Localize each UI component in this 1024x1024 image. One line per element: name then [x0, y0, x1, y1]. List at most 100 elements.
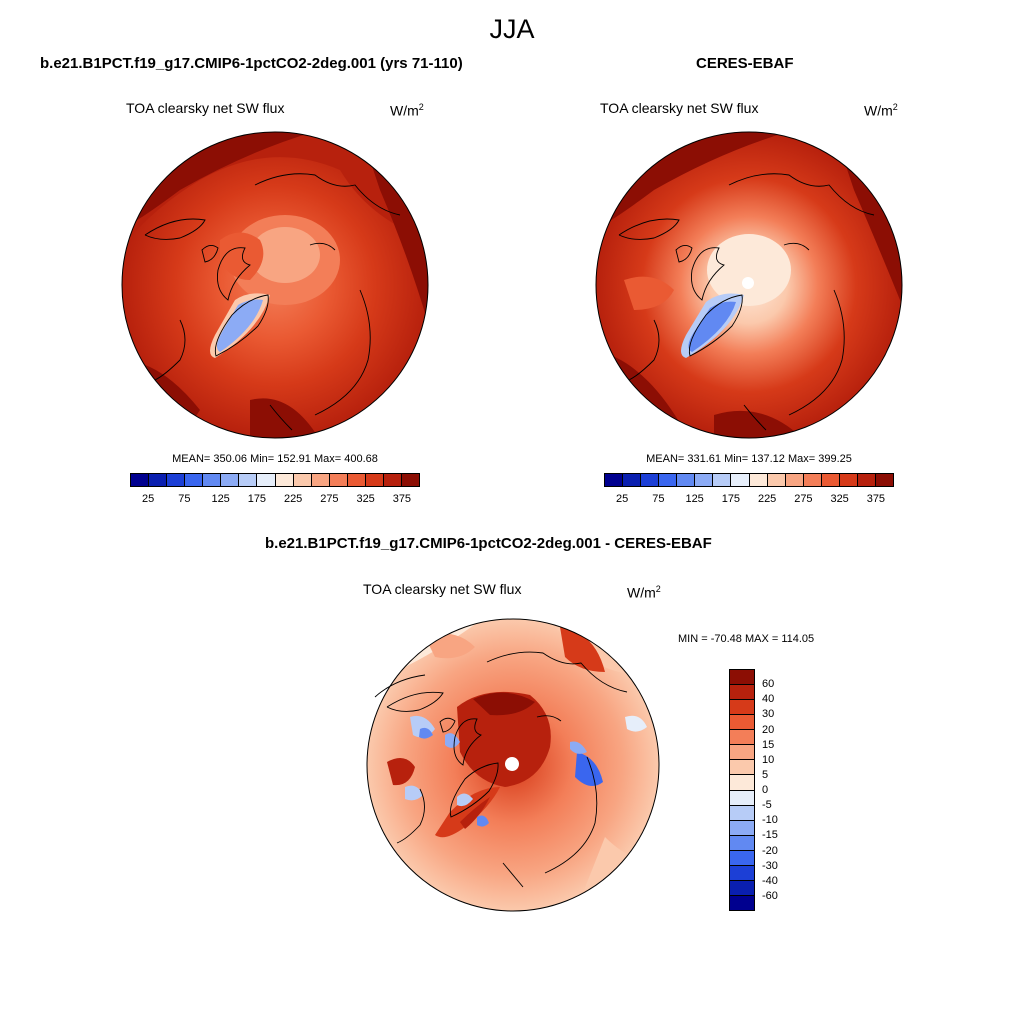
- colorbar-swatch: [257, 474, 276, 486]
- diff-polar-map: [366, 618, 660, 912]
- model-colorbar: [130, 473, 420, 487]
- colorbar-tick-label: -5: [762, 799, 772, 812]
- colorbar-swatch: [131, 474, 150, 486]
- colorbar-tick-label: 25: [142, 493, 155, 505]
- colorbar-tick-label: 30: [762, 708, 775, 721]
- colorbar-tick-label: -20: [762, 844, 778, 857]
- colorbar-swatch: [383, 474, 402, 486]
- colorbar-tick-label: 0: [762, 784, 769, 796]
- model-polar-map: [121, 131, 429, 439]
- colorbar-swatch: [275, 474, 294, 486]
- colorbar-swatch: [401, 474, 419, 486]
- model-panel-stats: MEAN= 350.06 Min= 152.91 Max= 400.68: [172, 453, 378, 465]
- colorbar-tick-label: 125: [211, 493, 230, 505]
- colorbar-tick-label: 60: [762, 678, 775, 691]
- colorbar-swatch: [347, 474, 366, 486]
- colorbar-tick-label: 75: [178, 493, 191, 505]
- colorbar-swatch: [730, 880, 754, 896]
- colorbar-tick-label: -30: [762, 859, 778, 872]
- colorbar-swatch: [730, 730, 754, 746]
- colorbar-swatch: [749, 474, 768, 486]
- obs-panel-stats: MEAN= 331.61 Min= 137.12 Max= 399.25: [646, 453, 852, 465]
- colorbar-swatch: [731, 474, 750, 486]
- model-colorbar-labels: 25 75 125 175 225 275 325 375: [130, 493, 420, 507]
- colorbar-swatch: [839, 474, 858, 486]
- colorbar-swatch: [329, 474, 348, 486]
- colorbar-swatch: [767, 474, 786, 486]
- obs-panel-title: CERES-EBAF: [696, 55, 794, 72]
- colorbar-tick-label: 375: [392, 493, 412, 505]
- colorbar-tick-label: 325: [830, 493, 849, 505]
- obs-colorbar: [604, 473, 894, 487]
- colorbar-swatch: [623, 474, 642, 486]
- obs-polar-map: [595, 131, 903, 439]
- colorbar-swatch: [239, 474, 258, 486]
- colorbar-swatch: [730, 715, 754, 731]
- colorbar-swatch: [730, 805, 754, 821]
- colorbar-swatch: [730, 850, 754, 866]
- colorbar-swatch: [821, 474, 840, 486]
- colorbar-tick-label: 20: [762, 723, 775, 736]
- season-title: JJA: [489, 14, 535, 44]
- colorbar-swatch: [730, 865, 754, 881]
- colorbar-tick-label: -10: [762, 814, 778, 827]
- colorbar-tick-label: -60: [762, 889, 778, 902]
- diff-panel-units: W/m2: [627, 584, 661, 601]
- colorbar-swatch: [659, 474, 678, 486]
- diff-colorbar-labels: 60 40 30 20 15 10 5 0 -5 -10 -15 -20 -30 -40 -60: [762, 669, 802, 911]
- colorbar-tick-label: 175: [247, 493, 267, 505]
- colorbar-swatch: [311, 474, 330, 486]
- colorbar-tick-label: -40: [762, 874, 778, 887]
- colorbar-swatch: [203, 474, 222, 486]
- colorbar-swatch: [730, 790, 754, 806]
- colorbar-swatch: [185, 474, 204, 486]
- colorbar-tick-label: 125: [685, 493, 704, 505]
- colorbar-swatch: [365, 474, 384, 486]
- colorbar-tick-label: 375: [866, 493, 886, 505]
- colorbar-swatch: [293, 474, 312, 486]
- colorbar-swatch: [730, 670, 754, 686]
- model-panel-title: b.e21.B1PCT.f19_g17.CMIP6-1pctCO2-2deg.0…: [40, 55, 463, 72]
- diff-panel-title: b.e21.B1PCT.f19_g17.CMIP6-1pctCO2-2deg.0…: [265, 535, 712, 552]
- diff-panel-stats: MIN = -70.48 MAX = 114.05: [678, 633, 815, 645]
- model-panel-subtitle: TOA clearsky net SW flux: [126, 100, 285, 116]
- model-panel-units: W/m2: [390, 102, 424, 119]
- colorbar-swatch: [641, 474, 660, 486]
- colorbar-tick-label: 225: [757, 493, 777, 505]
- colorbar-swatch: [730, 775, 754, 791]
- colorbar-tick-label: 25: [616, 493, 629, 505]
- colorbar-tick-label: 75: [652, 493, 665, 505]
- colorbar-tick-label: 225: [283, 493, 303, 505]
- colorbar-swatch: [857, 474, 876, 486]
- colorbar-swatch: [677, 474, 696, 486]
- colorbar-tick-label: 275: [320, 493, 339, 505]
- colorbar-tick-label: 325: [356, 493, 375, 505]
- colorbar-swatch: [221, 474, 240, 486]
- colorbar-swatch: [730, 820, 754, 836]
- colorbar-tick-label: 40: [762, 693, 775, 706]
- obs-colorbar-labels: 25 75 125 175 225 275 325 375: [604, 493, 894, 507]
- colorbar-swatch: [167, 474, 186, 486]
- colorbar-swatch: [695, 474, 714, 486]
- colorbar-tick-label: -15: [762, 829, 778, 842]
- obs-panel-subtitle: TOA clearsky net SW flux: [600, 100, 759, 116]
- colorbar-swatch: [785, 474, 804, 486]
- colorbar-swatch: [730, 700, 754, 716]
- colorbar-swatch: [803, 474, 822, 486]
- colorbar-swatch: [605, 474, 624, 486]
- colorbar-tick-label: 15: [762, 738, 775, 751]
- diff-colorbar: [729, 669, 755, 911]
- colorbar-swatch: [875, 474, 893, 486]
- colorbar-swatch: [730, 745, 754, 761]
- colorbar-tick-label: 5: [762, 768, 769, 781]
- colorbar-swatch: [730, 895, 754, 910]
- colorbar-swatch: [713, 474, 732, 486]
- colorbar-swatch: [149, 474, 168, 486]
- colorbar-tick-label: 10: [762, 753, 775, 766]
- colorbar-tick-label: 275: [794, 493, 813, 505]
- colorbar-swatch: [730, 685, 754, 701]
- obs-panel-units: W/m2: [864, 102, 898, 119]
- colorbar-tick-label: 175: [721, 493, 741, 505]
- diff-panel-subtitle: TOA clearsky net SW flux: [363, 581, 522, 597]
- colorbar-swatch: [730, 835, 754, 851]
